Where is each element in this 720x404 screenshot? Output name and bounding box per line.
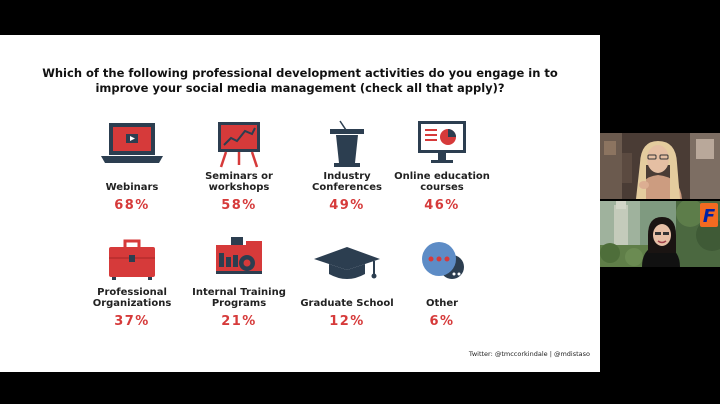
item-label: Webinars xyxy=(105,182,159,193)
item-graduate-school: Graduate School 12% xyxy=(292,235,402,329)
survey-question: Which of the following professional deve… xyxy=(42,66,558,95)
item-label: Graduate School xyxy=(300,298,394,309)
factory-gear-icon xyxy=(216,237,262,274)
participant-video-1[interactable] xyxy=(600,133,720,199)
slide-footer: Twitter: @tmccorkindale | @mdistaso xyxy=(468,350,590,358)
item-percent: 12% xyxy=(329,314,365,329)
item-label: Professional Organizations xyxy=(92,287,172,309)
item-label: Online education courses xyxy=(394,171,490,193)
item-other: Other 6% xyxy=(387,235,497,329)
svg-text:F: F xyxy=(703,206,716,227)
item-label: Industry Conferences xyxy=(312,171,382,193)
item-professional-orgs: Professional Organizations 37% xyxy=(77,235,187,329)
monitor-chart-icon xyxy=(418,121,466,163)
presentation-board-icon xyxy=(218,122,260,168)
presentation-slide: Which of the following professional deve… xyxy=(0,35,600,372)
item-label: Internal Training Programs xyxy=(192,287,286,309)
podium-icon xyxy=(330,120,364,167)
item-internal-training: Internal Training Programs 21% xyxy=(184,235,294,329)
item-percent: 37% xyxy=(114,314,150,329)
item-label: Other xyxy=(425,298,459,309)
item-online-courses: Online education courses 46% xyxy=(387,119,497,213)
participant-2-image: F xyxy=(600,201,720,267)
item-percent: 46% xyxy=(424,198,460,213)
chat-bubbles-icon xyxy=(422,242,464,279)
participant-video-2[interactable]: F xyxy=(600,201,720,267)
laptop-icon xyxy=(101,123,163,163)
item-percent: 21% xyxy=(221,314,257,329)
graduation-cap-icon xyxy=(314,247,380,279)
item-percent: 58% xyxy=(221,198,257,213)
item-percent: 49% xyxy=(329,198,365,213)
item-seminars: Seminars or workshops 58% xyxy=(184,119,294,213)
briefcase-icon xyxy=(109,239,155,280)
item-conferences: Industry Conferences 49% xyxy=(292,119,402,213)
item-label: Seminars or workshops xyxy=(205,171,273,193)
item-percent: 6% xyxy=(429,314,455,329)
item-percent: 68% xyxy=(114,198,150,213)
participant-1-image xyxy=(600,133,720,199)
item-webinars: Webinars 68% xyxy=(77,119,187,213)
